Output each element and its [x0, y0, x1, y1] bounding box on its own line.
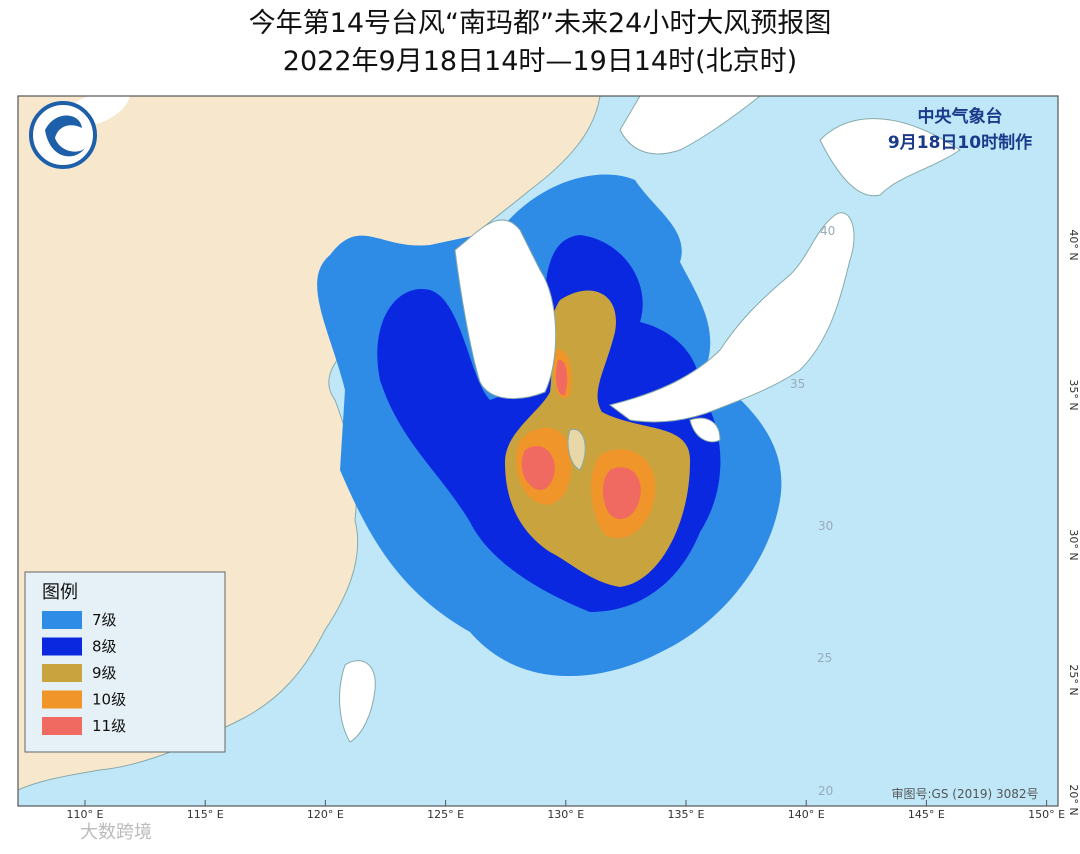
legend-swatch [42, 637, 82, 656]
korea [454, 219, 557, 400]
lat-label: 25° N [1067, 664, 1080, 695]
legend-swatch [42, 611, 82, 629]
lon-label: 110° E [67, 808, 104, 821]
lon-label: 140° E [788, 808, 825, 821]
lon-label: 130° E [547, 808, 584, 821]
lon-label: 115° E [187, 808, 224, 821]
legend-swatch [42, 664, 82, 682]
legend-box [24, 571, 226, 753]
lon-label: 120° E [307, 808, 344, 821]
wind-zone-11 [521, 359, 641, 520]
legend-label: 10级 [92, 691, 126, 709]
legend-label: 7级 [92, 611, 117, 629]
logo-mark [45, 115, 85, 157]
russia-coast [619, 96, 761, 155]
legend-label: 9级 [92, 664, 117, 682]
lon-label: 135° E [668, 808, 705, 821]
lat-label: 30° N [1067, 529, 1080, 560]
issue-time: 9月18日10时制作 [888, 132, 1032, 153]
grid-label: 35 [790, 377, 805, 391]
approval-number: 审图号:GS (2019) 3082号 [891, 786, 1038, 801]
tsushima [567, 428, 586, 471]
japan [608, 118, 961, 443]
legend-label: 11级 [92, 717, 126, 735]
grid-label: 20 [818, 784, 833, 798]
agency-name: 中央气象台 [918, 106, 1003, 127]
grid-label: 40 [820, 224, 835, 238]
lon-label: 125° E [427, 808, 464, 821]
subtitle: 2022年9月18日14时—19日14时(北京时) [283, 46, 797, 77]
legend: 图例 7级 8级 9级 10级 11级 [24, 571, 226, 753]
lon-label: 150° E [1028, 808, 1065, 821]
legend-swatch [42, 717, 82, 735]
lat-label: 20° N [1067, 784, 1080, 815]
lat-label: 35° N [1067, 379, 1080, 410]
legend-label: 8级 [92, 638, 117, 656]
legend-swatch [42, 690, 82, 709]
logo [29, 101, 97, 169]
grid-label: 25 [817, 651, 832, 665]
legend-title: 图例 [42, 582, 78, 603]
watermark: 大数跨境 [80, 822, 152, 843]
taiwan [339, 660, 376, 743]
map-frame [17, 95, 1059, 807]
lat-label: 40° N [1067, 229, 1080, 260]
title: 今年第14号台风“南玛都”未来24小时大风预报图 [249, 8, 832, 39]
lon-label: 145° E [908, 808, 945, 821]
grid-label: 30 [818, 519, 833, 533]
